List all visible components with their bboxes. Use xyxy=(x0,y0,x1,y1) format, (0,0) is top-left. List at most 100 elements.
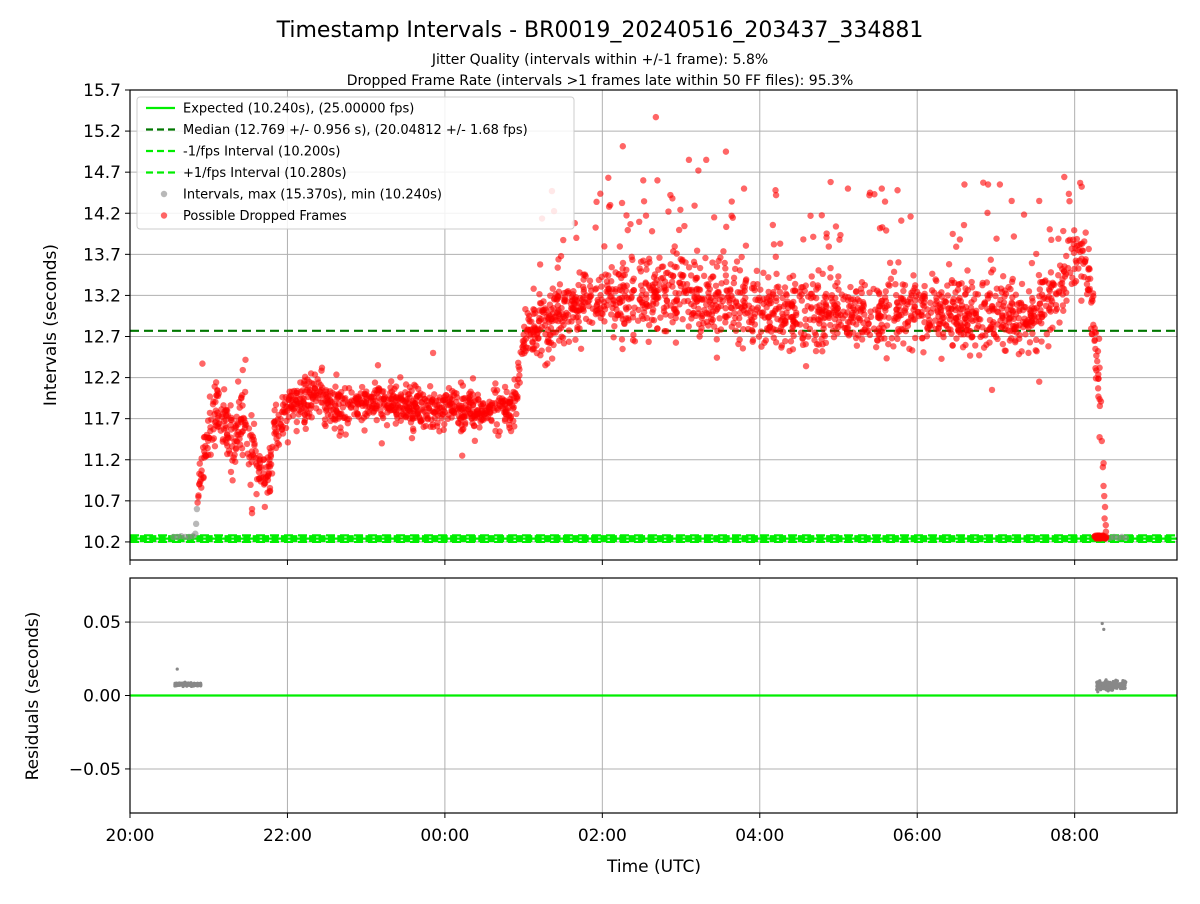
expected-marker xyxy=(1004,535,1012,543)
dropped-frame-point xyxy=(997,285,1005,292)
expected-marker xyxy=(309,535,317,543)
dropped-frame-point xyxy=(1091,329,1099,336)
dropped-frame-point xyxy=(469,375,477,382)
dropped-frame-point xyxy=(702,254,709,262)
dropped-frame-point xyxy=(558,304,565,312)
dropped-frame-point xyxy=(710,214,718,221)
dropped-frame-point xyxy=(984,209,991,217)
dropped-frame-point xyxy=(1020,211,1028,218)
dropped-frame-point xyxy=(705,280,712,288)
dropped-frame-point xyxy=(782,337,789,345)
dropped-frame-point xyxy=(1026,339,1034,346)
dropped-frame-point xyxy=(315,395,322,402)
dropped-frame-point xyxy=(316,408,323,415)
dropped-frame-point xyxy=(954,286,962,293)
dropped-frame-point xyxy=(272,401,280,408)
top-y-tick-label: 15.2 xyxy=(83,122,121,142)
dropped-frame-point xyxy=(573,234,580,242)
dropped-frame-point xyxy=(535,335,542,342)
dropped-frame-point xyxy=(1078,183,1085,190)
dropped-frame-point xyxy=(618,199,626,207)
dropped-frame-point xyxy=(241,388,249,396)
dropped-frame-point xyxy=(752,296,759,303)
dropped-frame-point xyxy=(1026,318,1034,326)
dropped-frame-point xyxy=(920,299,928,306)
dropped-frame-point xyxy=(457,379,465,386)
expected-marker xyxy=(948,535,956,543)
dropped-frame-point xyxy=(307,401,315,409)
dropped-frame-point xyxy=(953,320,961,327)
dropped-frame-point xyxy=(964,267,971,274)
dropped-frame-point xyxy=(1101,503,1109,511)
dropped-frame-point xyxy=(740,185,748,192)
dropped-frame-point xyxy=(840,296,847,303)
dropped-frame-point xyxy=(675,226,683,234)
dropped-frame-point xyxy=(222,422,229,430)
dropped-frame-point xyxy=(619,259,627,267)
dropped-frame-point xyxy=(593,302,600,309)
dropped-frame-point xyxy=(732,314,739,322)
dropped-frame-point xyxy=(227,468,235,476)
top-y-tick-label: 11.7 xyxy=(83,410,121,430)
dropped-frame-point xyxy=(681,289,688,296)
dropped-frame-point xyxy=(1055,235,1062,242)
legend-label: Expected (10.240s), (25.00000 fps) xyxy=(183,102,414,117)
dropped-frame-point xyxy=(339,404,347,411)
dropped-frame-point xyxy=(619,345,626,353)
dropped-frame-point xyxy=(601,243,608,250)
expected-marker xyxy=(271,535,279,543)
expected-marker xyxy=(572,535,580,543)
dropped-frame-point xyxy=(787,338,795,345)
dropped-frame-point xyxy=(301,419,308,426)
dropped-frame-point xyxy=(811,336,818,344)
dropped-frame-point xyxy=(572,336,579,343)
dropped-frame-point xyxy=(910,306,917,313)
dropped-frame-point xyxy=(757,328,765,335)
dropped-frame-point xyxy=(713,263,721,270)
dropped-frame-point xyxy=(361,427,368,434)
dropped-frame-point xyxy=(673,295,681,303)
dropped-frame-point xyxy=(272,428,279,435)
dropped-frame-point xyxy=(730,274,738,282)
expected-marker xyxy=(873,535,881,543)
dropped-frame-point xyxy=(810,316,818,324)
dropped-frame-point xyxy=(530,331,537,338)
dropped-frame-point xyxy=(968,299,975,306)
dropped-frame-point xyxy=(335,415,342,422)
dropped-frame-point xyxy=(706,285,713,293)
dropped-frame-point xyxy=(932,300,939,308)
dropped-frame-point xyxy=(831,301,838,308)
dropped-frame-point xyxy=(1022,331,1029,338)
dropped-frame-point xyxy=(934,307,941,314)
dropped-frame-point xyxy=(556,281,564,288)
dropped-frame-point xyxy=(1056,319,1063,326)
dropped-frame-point xyxy=(269,443,276,450)
dropped-frame-point xyxy=(526,326,533,334)
dropped-frame-point xyxy=(800,236,807,243)
dropped-frame-point xyxy=(383,422,391,429)
expected-marker xyxy=(1145,535,1153,543)
dropped-frame-point xyxy=(507,427,515,435)
dropped-frame-point xyxy=(1036,378,1043,385)
dropped-frame-point xyxy=(1033,348,1040,355)
dropped-frame-point xyxy=(968,334,975,341)
dropped-frame-point xyxy=(1030,312,1037,320)
dropped-frame-point xyxy=(883,355,890,362)
dropped-frame-point xyxy=(440,407,447,414)
dropped-frame-point xyxy=(687,272,695,279)
dropped-frame-point xyxy=(982,332,989,339)
dropped-frame-point xyxy=(1013,329,1020,336)
dropped-frame-point xyxy=(1063,252,1070,260)
dropped-frame-point xyxy=(809,281,817,288)
dropped-frame-point xyxy=(640,198,648,205)
dropped-frame-point xyxy=(471,437,479,445)
dropped-frame-point xyxy=(765,288,772,296)
dropped-frame-point xyxy=(344,419,351,427)
dropped-frame-point xyxy=(279,423,286,430)
dropped-frame-point xyxy=(508,392,516,399)
dropped-frame-point xyxy=(758,343,765,350)
dropped-frame-point xyxy=(319,384,326,391)
dropped-frame-point xyxy=(742,294,749,302)
dropped-frame-point xyxy=(980,344,988,351)
dropped-frame-point xyxy=(693,247,701,254)
